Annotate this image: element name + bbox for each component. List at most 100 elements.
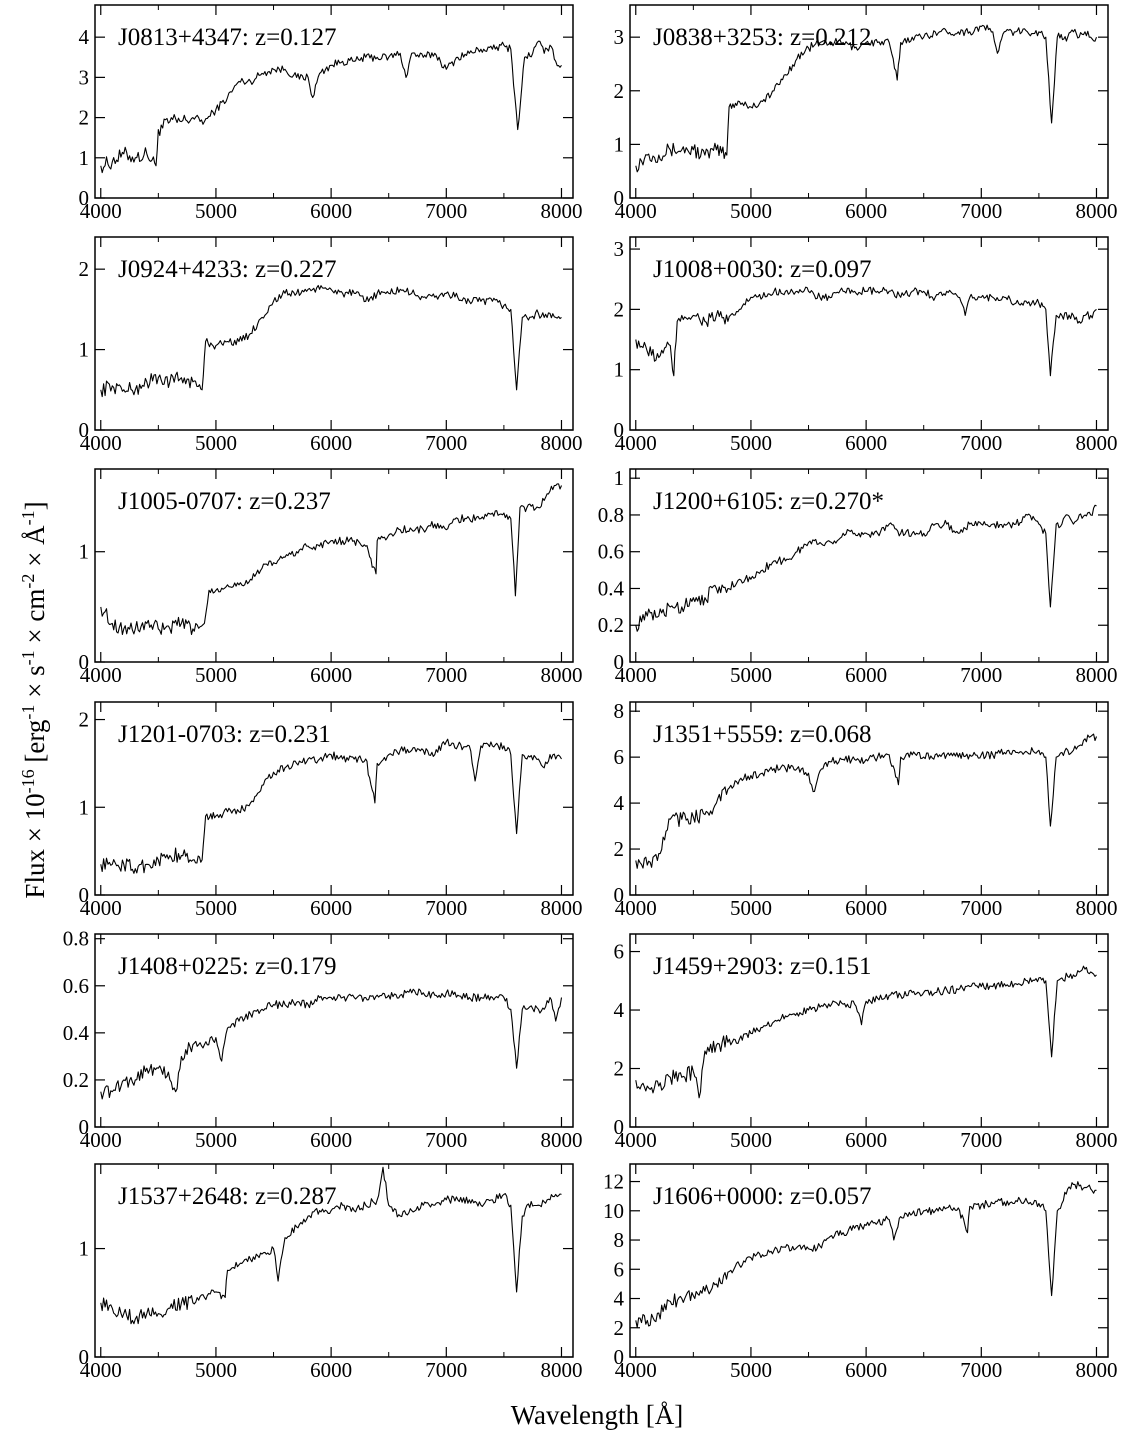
panel-title: J1008+0030: z=0.097 — [653, 256, 871, 283]
x-tick-label: 5000 — [730, 663, 772, 687]
panel-title: J1201-0703: z=0.231 — [118, 721, 331, 748]
x-tick-label: 8000 — [1075, 1128, 1117, 1152]
panel-frame — [629, 4, 1109, 199]
x-tick-label: 5000 — [195, 199, 237, 223]
x-tick-label: 8000 — [540, 896, 582, 920]
x-tick-label: 5000 — [730, 199, 772, 223]
y-tick-label: 1 — [79, 540, 90, 564]
spectrum-line — [635, 24, 1098, 173]
y-tick-label: 0 — [614, 650, 625, 674]
y-tick-label: 0.4 — [598, 576, 625, 600]
x-tick-label: 5000 — [195, 431, 237, 455]
y-tick-label: 4 — [614, 1287, 625, 1311]
x-tick-label: 4000 — [615, 663, 657, 687]
panel-title: J1200+6105: z=0.270* — [653, 488, 884, 515]
spectrum-panel-6: 4000 5000 6000 7000 8000 0 1 2 J1201-0703: z=0.2… — [79, 701, 582, 920]
x-tick-label: 7000 — [960, 431, 1002, 455]
y-tick-label: 4 — [79, 25, 90, 49]
spectrum-line — [100, 988, 563, 1100]
x-tick-label: 6000 — [845, 663, 887, 687]
y-tick-label: 0 — [79, 1115, 90, 1139]
y-tick-label: 1 — [79, 1237, 90, 1261]
y-tick-label: 0.6 — [63, 974, 89, 998]
y-tick-label: 2 — [614, 79, 625, 103]
spectrum-line — [100, 1166, 562, 1325]
y-tick-label: 6 — [614, 1257, 625, 1281]
x-tick-label: 6000 — [845, 1358, 887, 1382]
y-tick-label: 1 — [79, 146, 90, 170]
spectrum-panel-10: 4000 5000 6000 7000 8000 0 1 J1537+2648: z=0.28… — [79, 1163, 582, 1382]
x-tick-label: 8000 — [540, 1128, 582, 1152]
x-tick-label: 5000 — [730, 896, 772, 920]
x-tick-label: 6000 — [310, 1358, 352, 1382]
y-tick-label: 0 — [79, 418, 90, 442]
y-tick-label: 8 — [614, 699, 625, 723]
x-tick-label: 5000 — [730, 431, 772, 455]
x-tick-label: 6000 — [310, 431, 352, 455]
panel-frame — [629, 236, 1109, 431]
x-axis-title: Wavelength [Å] — [511, 1400, 684, 1430]
x-tick-label: 5000 — [730, 1358, 772, 1382]
x-tick-label: 6000 — [310, 896, 352, 920]
spectrum-panel-11: 4000 5000 6000 7000 8000 0 2 4 6 8 10 12 J1606+0000:… — [603, 1163, 1117, 1382]
x-tick-label: 7000 — [960, 896, 1002, 920]
y-tick-label: 0 — [79, 650, 90, 674]
x-tick-label: 6000 — [310, 663, 352, 687]
panel-frame — [94, 701, 574, 896]
x-tick-label: 4000 — [615, 896, 657, 920]
y-tick-label: 10 — [603, 1199, 624, 1223]
x-tick-label: 6000 — [310, 199, 352, 223]
y-tick-label: 0.2 — [63, 1068, 89, 1092]
spectrum-line — [635, 504, 1097, 632]
spectrum-panel-3: 4000 5000 6000 7000 8000 0 1 2 3 J1008+0030: z=0.… — [614, 236, 1117, 455]
x-tick-label: 4000 — [615, 199, 657, 223]
panel-title: J1459+2903: z=0.151 — [653, 953, 871, 980]
x-tick-label: 4000 — [80, 1358, 122, 1382]
y-tick-label: 0.6 — [598, 540, 624, 564]
y-tick-label: 3 — [79, 65, 90, 89]
y-tick-label: 1 — [614, 358, 625, 382]
panel-frame — [94, 236, 574, 431]
y-tick-label: 0 — [79, 1345, 90, 1369]
x-tick-label: 4000 — [80, 896, 122, 920]
panel-frame — [94, 468, 574, 663]
x-tick-label: 4000 — [80, 663, 122, 687]
spectrum-panel-1: 4000 5000 6000 7000 8000 0 1 2 3 J0838+3253: z=0.… — [614, 4, 1117, 223]
panel-frame — [94, 1163, 574, 1358]
x-tick-label: 6000 — [845, 1128, 887, 1152]
x-tick-label: 4000 — [80, 431, 122, 455]
x-tick-label: 7000 — [960, 1358, 1002, 1382]
x-tick-label: 8000 — [540, 1358, 582, 1382]
y-tick-label: 0 — [614, 186, 625, 210]
x-tick-label: 7000 — [960, 199, 1002, 223]
panel-frame — [94, 933, 574, 1128]
x-tick-label: 8000 — [540, 199, 582, 223]
spectrum-line — [100, 284, 562, 398]
x-tick-label: 6000 — [845, 431, 887, 455]
y-tick-label: 0 — [79, 883, 90, 907]
y-tick-label: 0 — [614, 1345, 625, 1369]
spectrum-line — [100, 483, 563, 636]
x-tick-label: 4000 — [615, 1358, 657, 1382]
y-tick-label: 0 — [614, 883, 625, 907]
y-tick-label: 2 — [614, 837, 625, 861]
panel-title: J1537+2648: z=0.287 — [118, 1183, 336, 1210]
panel-frame — [629, 933, 1109, 1128]
panel-frame — [629, 468, 1109, 663]
y-axis-title: Flux × 10-16 [erg-1 × s-1 × cm-2 × Å-1] — [18, 501, 50, 898]
y-tick-label: 2 — [614, 1057, 625, 1081]
x-tick-label: 5000 — [195, 896, 237, 920]
x-tick-label: 8000 — [1075, 1358, 1117, 1382]
y-tick-label: 2 — [614, 1316, 625, 1340]
panel-title: J0924+4233: z=0.227 — [118, 256, 336, 283]
y-tick-label: 0 — [614, 418, 625, 442]
x-tick-label: 8000 — [540, 663, 582, 687]
x-tick-label: 7000 — [425, 663, 467, 687]
spectrum-panel-2: 4000 5000 6000 7000 8000 0 1 2 J0924+4233: z=0.2… — [79, 236, 582, 455]
y-tick-label: 3 — [614, 237, 625, 261]
y-tick-label: 2 — [79, 106, 90, 130]
y-tick-label: 8 — [614, 1228, 625, 1252]
y-tick-label: 1 — [614, 466, 625, 490]
